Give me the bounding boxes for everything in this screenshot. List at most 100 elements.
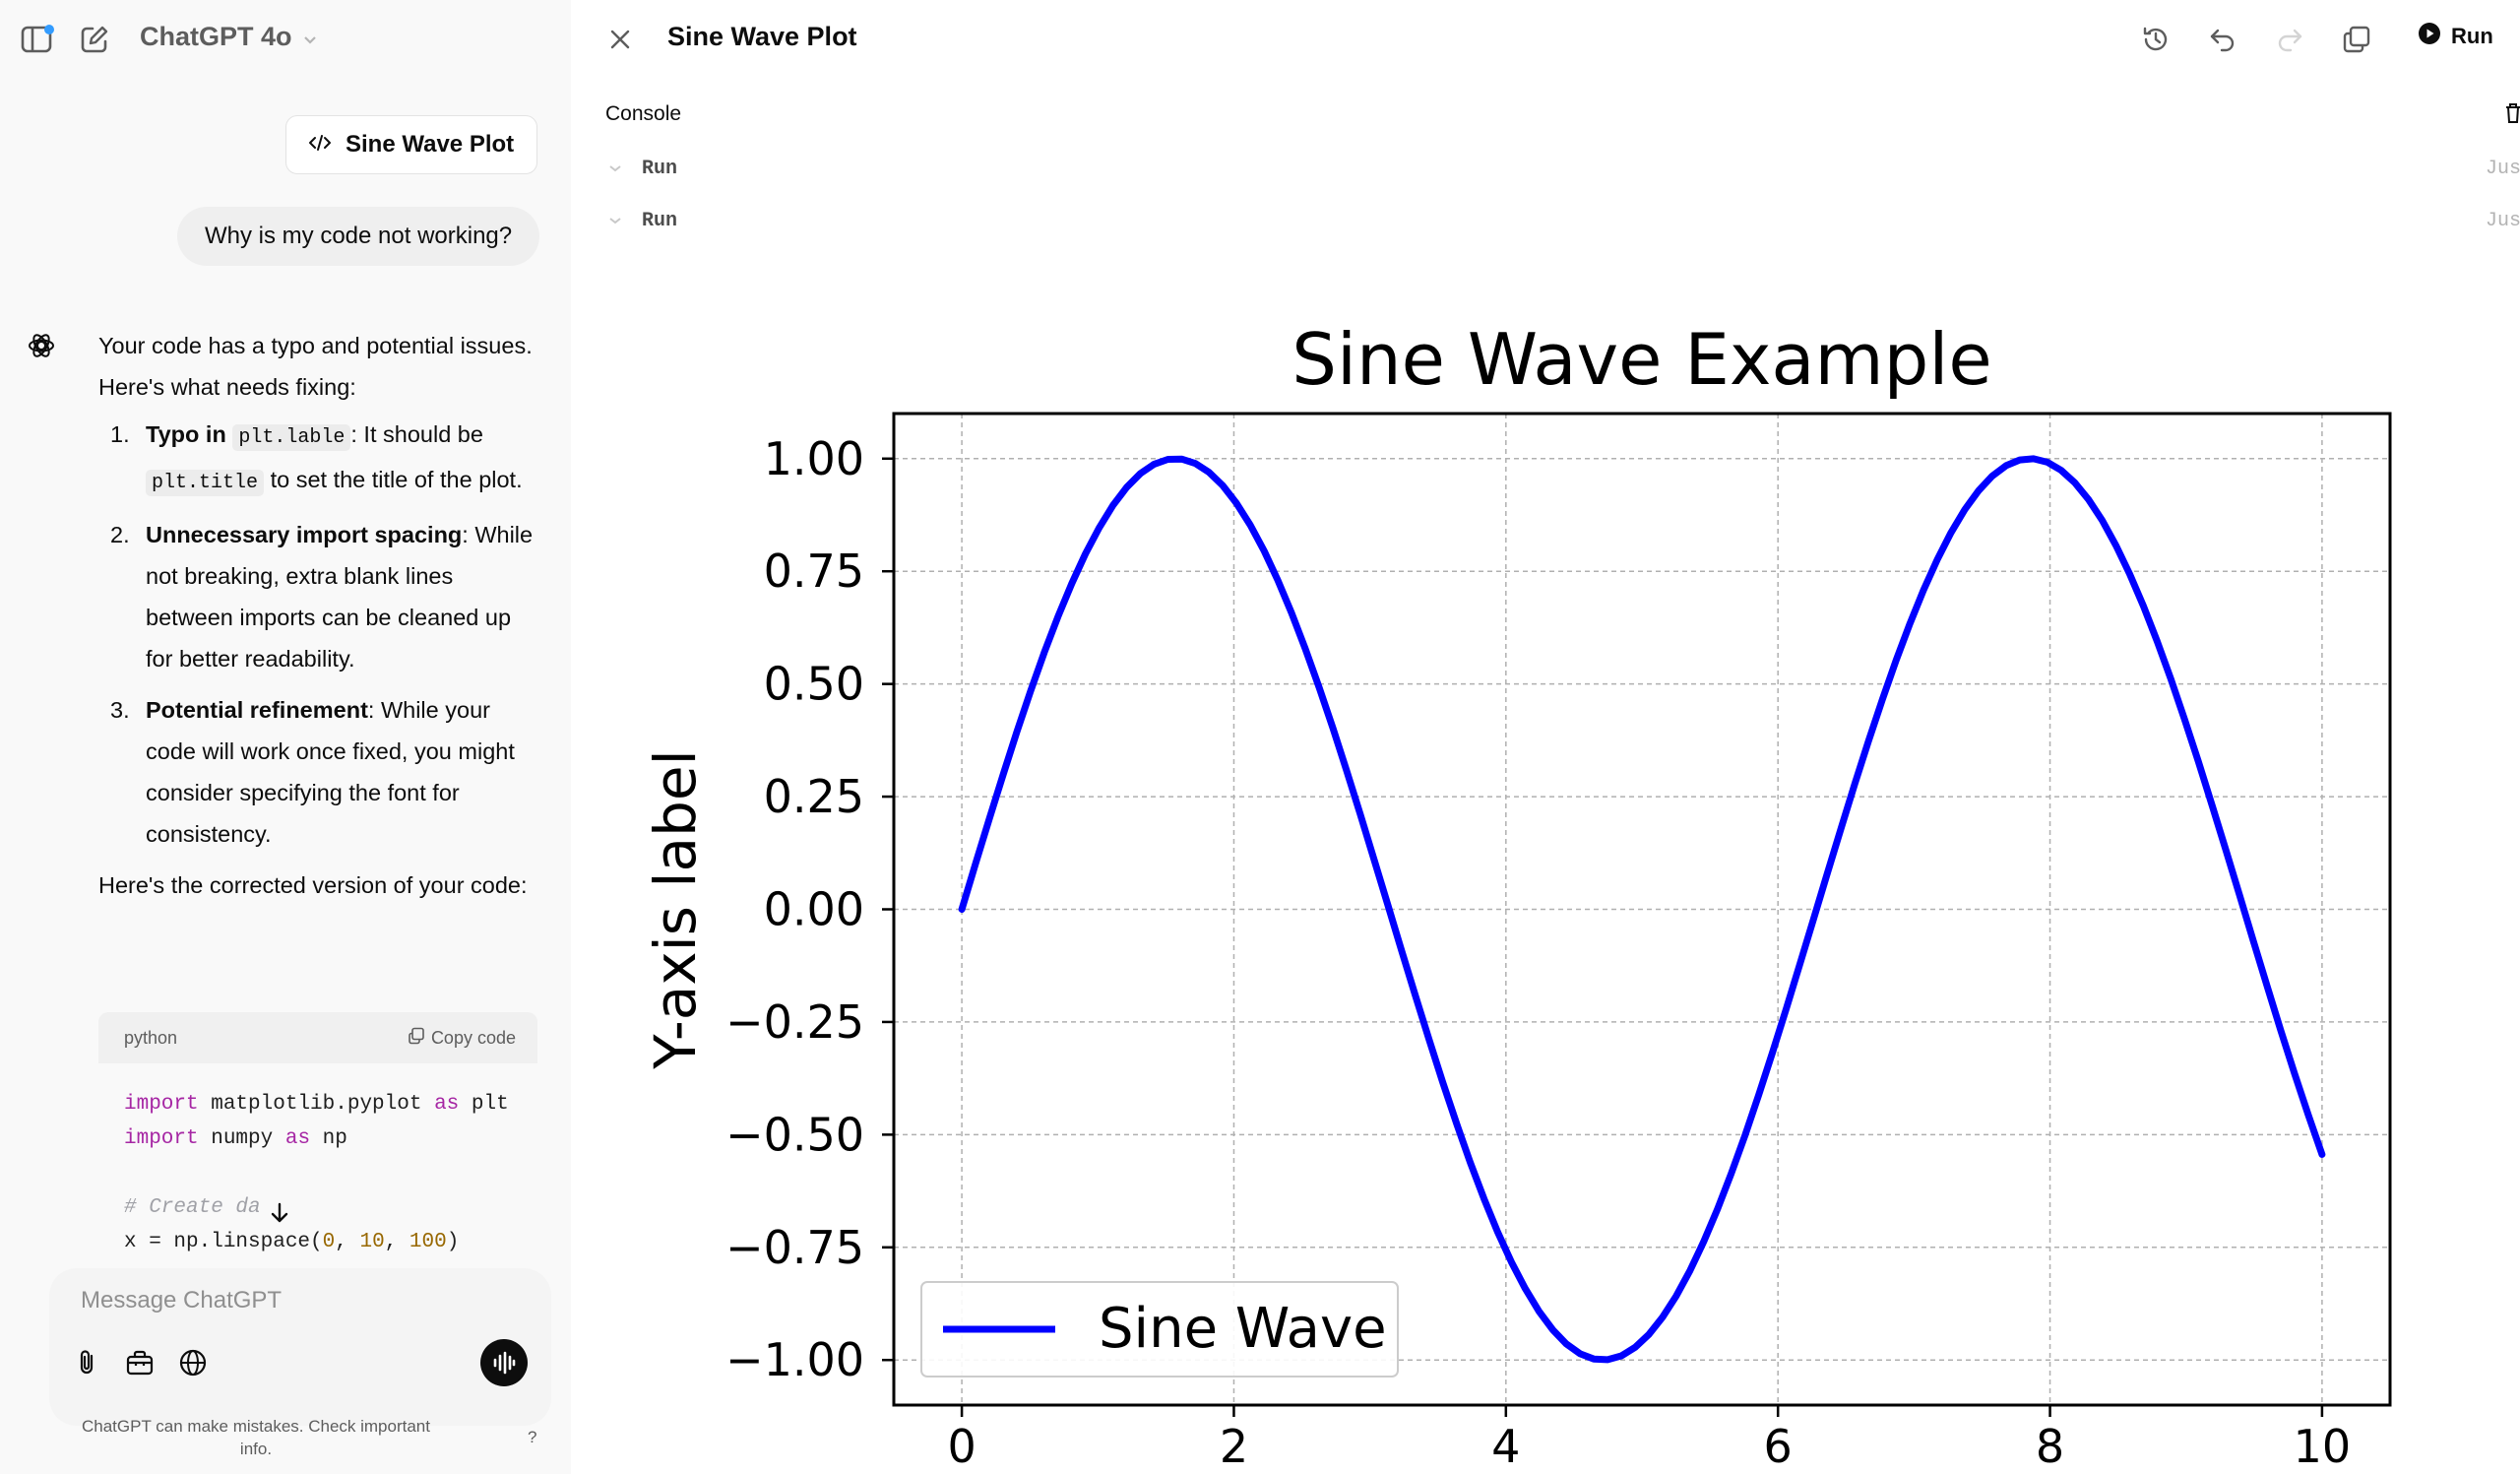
y-tick-label: −1.00 [725, 1333, 864, 1386]
version-history-icon[interactable] [2136, 20, 2175, 59]
reply-outro: Here's the corrected version of your cod… [98, 872, 528, 898]
canvas-title: Sine Wave Plot [667, 22, 857, 51]
x-tick-label: 0 [947, 1420, 976, 1473]
sidebar-toggle-icon[interactable] [18, 22, 57, 57]
copy-code-button[interactable]: Copy code [408, 1027, 516, 1050]
list-item: 3. Potential refinement: While your code… [98, 689, 541, 855]
chevron-down-icon [608, 210, 622, 232]
sine-wave-chart: 0 2 4 6 8 10 1.00 0.75 0.50 0.25 0.00 −0.25 −0.50 −0.… [642, 318, 2392, 1473]
code-line: x = np.linspace(0, 10, 100) [124, 1225, 537, 1259]
code-token: 100 [409, 1231, 447, 1253]
code-icon [308, 131, 332, 159]
openai-logo-icon [24, 328, 59, 363]
item-title: Potential refinement [146, 697, 368, 723]
x-tick-label: 4 [1491, 1420, 1520, 1473]
message-composer [49, 1268, 551, 1426]
console-run-entry[interactable]: Run [608, 210, 677, 232]
y-tick-label: 0.75 [764, 545, 864, 598]
attach-icon[interactable] [69, 1345, 104, 1380]
code-block: python Copy code import matplotlib.pyplo… [98, 1012, 537, 1260]
trash-icon[interactable] [2502, 98, 2520, 128]
y-tick-label: −0.25 [725, 995, 864, 1049]
code-token: , [384, 1231, 410, 1253]
item-text: : While your code will work once fixed, … [146, 697, 515, 847]
help-button[interactable]: ? [528, 1428, 537, 1446]
toolbox-icon[interactable] [122, 1345, 158, 1380]
run-entry-label: Run [642, 158, 678, 180]
y-tick-label: −0.50 [725, 1108, 864, 1161]
code-token: import [124, 1093, 199, 1116]
console-run-entry[interactable]: Run [608, 158, 677, 180]
x-tick-label: 8 [2036, 1420, 2064, 1473]
y-axis-label: Y-axis label [642, 749, 709, 1069]
console-panel: Console Run Jus Run Jus [571, 87, 2520, 284]
model-selector[interactable]: ChatGPT 4o [140, 22, 318, 52]
list-number: 1. [110, 421, 130, 447]
artifact-chip-label: Sine Wave Plot [346, 131, 515, 158]
code-language-label: python [124, 1027, 178, 1048]
copy-icon[interactable] [2337, 20, 2376, 59]
play-icon [2418, 22, 2441, 51]
globe-icon[interactable] [175, 1345, 211, 1380]
code-token: np [310, 1127, 347, 1150]
disclaimer-text: ChatGPT can make mistakes. Check importa… [82, 1417, 430, 1458]
y-tick-label: −0.75 [725, 1221, 864, 1274]
run-entry-label: Run [642, 210, 678, 232]
list-number: 2. [110, 522, 130, 547]
list-item: 2. Unnecessary import spacing: While not… [98, 514, 541, 679]
item-text: to set the title of the plot. [270, 467, 523, 492]
item-text: : It should be [350, 421, 483, 447]
user-message: Why is my code not working? [177, 207, 540, 266]
run-entry-time: Jus [2486, 210, 2520, 232]
code-block-header: python Copy code [98, 1012, 537, 1063]
y-tick-label: 0.25 [764, 770, 864, 823]
waveform-icon [493, 1351, 516, 1375]
fix-list: 1. Typo in plt.lable: It should be plt.t… [98, 414, 541, 855]
code-content: import matplotlib.pyplot as plt import nu… [98, 1063, 537, 1259]
code-line: # Create da [124, 1190, 537, 1225]
x-tick-label: 2 [1220, 1420, 1248, 1473]
reply-intro: Your code has a typo and potential issue… [98, 333, 533, 400]
series-line [958, 455, 2326, 1364]
code-line [124, 1156, 537, 1190]
chevron-down-icon [302, 22, 318, 52]
code-token: # Create da [124, 1196, 261, 1219]
y-tick-label: 1.00 [764, 432, 864, 485]
run-label: Run [2451, 24, 2493, 48]
code-token: 0 [322, 1231, 336, 1253]
close-icon[interactable] [602, 22, 638, 57]
code-token: ) [446, 1231, 460, 1253]
code-token: numpy [198, 1127, 285, 1150]
y-tick-label: 0.00 [764, 883, 864, 936]
new-chat-icon[interactable] [75, 22, 114, 57]
code-token: x = np.linspace( [124, 1231, 323, 1253]
code-token: , [335, 1231, 360, 1253]
legend-box [920, 1281, 1399, 1378]
code-token: import [124, 1127, 199, 1150]
scroll-down-arrow-icon[interactable] [266, 1199, 293, 1227]
x-tick-label: 6 [1764, 1420, 1793, 1473]
undo-icon[interactable] [2203, 20, 2242, 59]
chart-title: Sine Wave Example [1292, 318, 1991, 401]
run-button[interactable]: Run [2418, 22, 2493, 51]
code-token: as [284, 1127, 311, 1150]
inline-code: plt.lable [232, 424, 351, 451]
console-label: Console [605, 102, 682, 125]
code-line: import matplotlib.pyplot as plt [124, 1087, 537, 1122]
code-token: matplotlib.pyplot [198, 1093, 435, 1116]
legend-label: Sine Wave [1099, 1297, 1387, 1361]
item-title: Unnecessary import spacing [146, 522, 463, 547]
code-token: as [434, 1093, 460, 1116]
item-text: : While not breaking, extra blank lines … [146, 522, 534, 672]
message-input[interactable] [79, 1286, 516, 1315]
model-title-label: ChatGPT 4o [140, 22, 292, 51]
assistant-reply: Your code has a typo and potential issue… [98, 325, 541, 906]
code-line: import numpy as np [124, 1122, 537, 1156]
code-token: 10 [359, 1231, 385, 1253]
inline-code: plt.title [146, 470, 265, 496]
voice-mode-button[interactable] [480, 1339, 528, 1386]
redo-icon [2270, 20, 2309, 59]
y-tick-label: 0.50 [764, 658, 864, 711]
copy-icon [408, 1027, 425, 1050]
canvas-artifact-chip[interactable]: Sine Wave Plot [285, 115, 537, 174]
